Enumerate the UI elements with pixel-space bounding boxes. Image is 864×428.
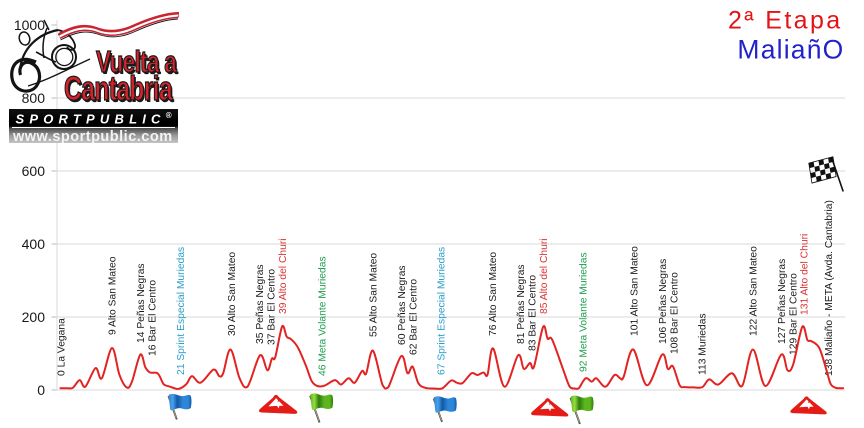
svg-text:113 Muriedas: 113 Muriedas	[698, 313, 709, 375]
svg-text:92 Meta Volante Muriedas: 92 Meta Volante Muriedas	[579, 252, 590, 372]
svg-text:39 Alto del Churi: 39 Alto del Churi	[278, 238, 289, 314]
svg-text:83 Bar El Centro: 83 Bar El Centro	[528, 275, 539, 351]
svg-text:46 Meta Volante Muriedas: 46 Meta Volante Muriedas	[318, 256, 329, 376]
svg-text:122 Alto San Mateo: 122 Alto San Mateo	[749, 246, 760, 336]
svg-text:55 Alto San Mateo: 55 Alto San Mateo	[369, 253, 380, 337]
svg-text:106 Peñas Negras: 106 Peñas Negras	[658, 259, 669, 344]
svg-text:9 Alto San Mateo: 9 Alto San Mateo	[108, 256, 119, 335]
svg-text:600: 600	[22, 163, 46, 179]
svg-text:60 Peñas Negras: 60 Peñas Negras	[397, 265, 408, 345]
svg-text:67 Sprint Especial Muriedas: 67 Sprint Especial Muriedas	[437, 247, 448, 375]
svg-text:21 Sprint Especial Muriedas: 21 Sprint Especial Muriedas	[176, 247, 187, 375]
svg-text:37 Bar El Centro: 37 Bar El Centro	[267, 269, 278, 345]
svg-text:14 Peñas Negras: 14 Peñas Negras	[136, 263, 147, 343]
svg-text:81 Peñas Negras: 81 Peñas Negras	[516, 264, 527, 344]
svg-text:127 Peñas Negras: 127 Peñas Negras	[777, 259, 788, 344]
svg-text:200: 200	[22, 309, 46, 325]
svg-text:400: 400	[22, 236, 46, 252]
svg-text:35 Peñas Negras: 35 Peñas Negras	[255, 264, 266, 344]
svg-text:0: 0	[37, 382, 45, 398]
svg-text:129 Bar El Centro: 129 Bar El Centro	[788, 273, 799, 355]
svg-text:138 Maliaño - META (Avda. Can: 138 Maliaño - META (Avda. Cantabria)	[824, 200, 835, 376]
svg-text:85 Alto del Churi: 85 Alto del Churi	[539, 238, 550, 314]
svg-text:800: 800	[22, 90, 46, 106]
svg-text:MaliañO: MaliañO	[737, 35, 844, 65]
svg-text:2ª Etapa: 2ª Etapa	[728, 7, 843, 35]
svg-text:131 Alto del Churi: 131 Alto del Churi	[800, 234, 811, 315]
svg-text:76 Alto San Mateo: 76 Alto San Mateo	[488, 252, 499, 336]
svg-text:30 Alto San Mateo: 30 Alto San Mateo	[227, 252, 238, 336]
svg-text:101 Alto San Mateo: 101 Alto San Mateo	[630, 246, 641, 336]
svg-text:108 Bar El Centro: 108 Bar El Centro	[669, 272, 680, 354]
svg-text:16 Bar El Centro: 16 Bar El Centro	[148, 280, 159, 356]
svg-text:1000: 1000	[14, 17, 45, 33]
svg-text:0 La Vegana: 0 La Vegana	[57, 318, 68, 376]
svg-text:62 Bar El Centro: 62 Bar El Centro	[408, 279, 419, 355]
